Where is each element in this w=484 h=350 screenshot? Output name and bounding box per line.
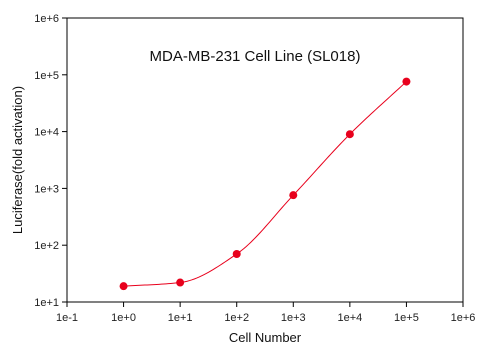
data-point	[345, 130, 354, 139]
x-axis-ticks: 1e-1 1e+0 1e+1 1e+2 1e+3 1e+4 1e+5 1e+6	[56, 302, 475, 324]
x-axis-title: Cell Number	[229, 330, 302, 345]
data-point	[289, 191, 298, 200]
y-tick-label: 1e+2	[34, 240, 59, 252]
x-tick-label: 1e+3	[281, 312, 306, 324]
y-tick-label: 1e+1	[34, 297, 59, 309]
x-tick-label: 1e+6	[451, 312, 476, 324]
data-point	[176, 278, 185, 287]
y-axis-ticks: 1e+1 1e+2 1e+3 1e+4 1e+5 1e+6	[34, 13, 67, 309]
y-tick-label: 1e+4	[34, 127, 59, 139]
x-tick-label: 1e+1	[168, 312, 193, 324]
data-point	[402, 77, 411, 86]
y-axis-title: Luciferase(fold activation)	[10, 86, 25, 234]
plot-frame	[66, 17, 464, 303]
data-point	[232, 249, 241, 258]
data-points	[119, 77, 411, 291]
x-tick-label: 1e-1	[56, 312, 78, 324]
data-point	[119, 282, 128, 291]
y-tick-label: 1e+3	[34, 183, 59, 195]
x-tick-label: 1e+0	[111, 312, 136, 324]
fit-curve	[123, 81, 407, 287]
x-tick-label: 1e+2	[224, 312, 249, 324]
chart-title: MDA-MB-231 Cell Line (SL018)	[150, 48, 361, 65]
y-tick-label: 1e+6	[34, 13, 59, 25]
x-tick-label: 1e+4	[337, 312, 362, 324]
y-tick-label: 1e+5	[34, 70, 59, 82]
x-tick-label: 1e+5	[394, 312, 419, 324]
